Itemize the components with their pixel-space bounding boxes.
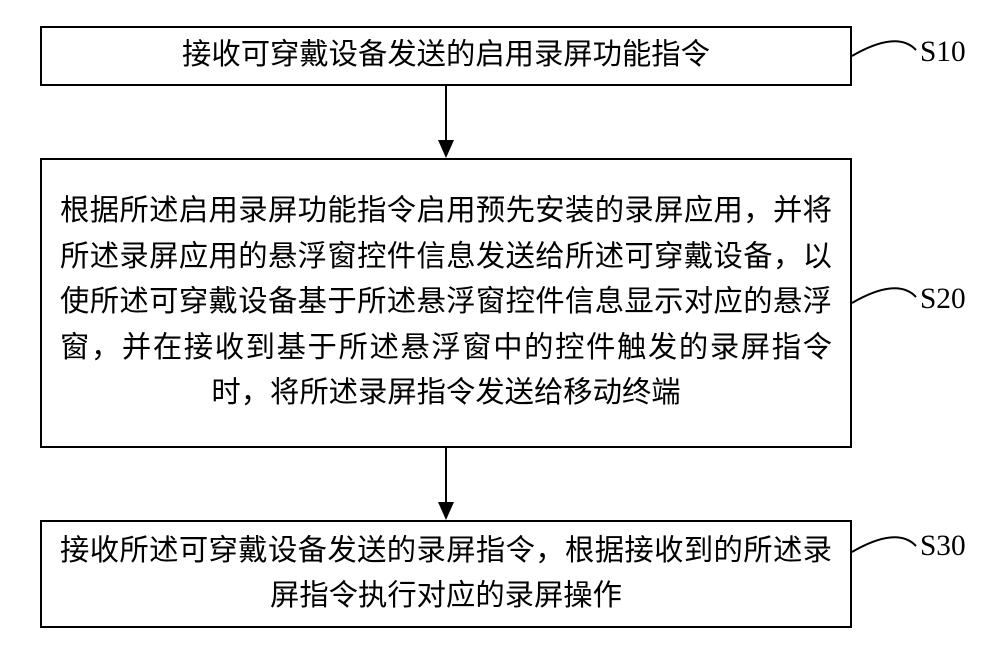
- flow-step-label-s10: S10: [920, 36, 966, 69]
- flow-step-text: 接收可穿戴设备发送的启用录屏功能指令: [182, 33, 710, 78]
- flow-step-label-text: S30: [920, 530, 966, 562]
- flow-arrow-s10-s20: [426, 86, 466, 158]
- flow-step-s20: 根据所述启用录屏功能指令启用预先安装的录屏应用，并将所述录屏应用的悬浮窗控件信息…: [40, 158, 852, 448]
- flow-step-label-s20: S20: [920, 283, 966, 316]
- flow-step-text: 根据所述启用录屏功能指令启用预先安装的录屏应用，并将所述录屏应用的悬浮窗控件信息…: [60, 189, 832, 416]
- flow-step-text: 接收所述可穿戴设备发送的录屏指令，根据接收到的所述录屏指令执行对应的录屏操作: [60, 529, 832, 620]
- flow-step-label-text: S20: [920, 283, 966, 315]
- flow-step-s10: 接收可穿戴设备发送的启用录屏功能指令: [40, 26, 852, 86]
- flow-step-s30: 接收所述可穿戴设备发送的录屏指令，根据接收到的所述录屏指令执行对应的录屏操作: [40, 520, 852, 628]
- flow-step-label-s30: S30: [920, 530, 966, 563]
- flow-arrow-s20-s30: [426, 448, 466, 520]
- flow-step-label-text: S10: [920, 36, 966, 68]
